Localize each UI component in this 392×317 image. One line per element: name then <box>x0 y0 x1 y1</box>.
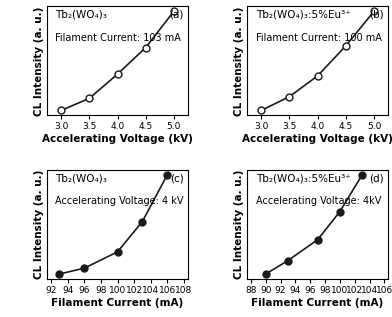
Text: Filament Current: 103 mA: Filament Current: 103 mA <box>56 33 181 42</box>
Text: Tb₂(WO₄)₃:5%Eu³⁺: Tb₂(WO₄)₃:5%Eu³⁺ <box>256 173 350 183</box>
X-axis label: Filament Current (mA): Filament Current (mA) <box>51 298 183 308</box>
Y-axis label: CL Intensity (a. u.): CL Intensity (a. u.) <box>234 6 244 116</box>
Y-axis label: CL Intensity (a. u.): CL Intensity (a. u.) <box>34 170 44 279</box>
Text: Tb₂(WO₄)₃:5%Eu³⁺: Tb₂(WO₄)₃:5%Eu³⁺ <box>256 10 350 20</box>
X-axis label: Accelerating Voltage (kV): Accelerating Voltage (kV) <box>242 134 392 144</box>
X-axis label: Accelerating Voltage (kV): Accelerating Voltage (kV) <box>42 134 193 144</box>
Text: Tb₂(WO₄)₃: Tb₂(WO₄)₃ <box>56 173 107 183</box>
Text: Filament Current: 100 mA: Filament Current: 100 mA <box>256 33 381 42</box>
Y-axis label: CL Intensity (a. u.): CL Intensity (a. u.) <box>34 6 44 116</box>
Text: Accelerating Voltage: 4kV: Accelerating Voltage: 4kV <box>256 196 381 206</box>
Y-axis label: CL Intensity (a. u.): CL Intensity (a. u.) <box>234 170 244 279</box>
Text: (d): (d) <box>369 173 384 183</box>
Text: Tb₂(WO₄)₃: Tb₂(WO₄)₃ <box>56 10 107 20</box>
Text: (b): (b) <box>369 10 384 20</box>
Text: (c): (c) <box>170 173 184 183</box>
Text: Accelerating Voltage: 4 kV: Accelerating Voltage: 4 kV <box>56 196 184 206</box>
X-axis label: Filament Current (mA): Filament Current (mA) <box>252 298 384 308</box>
Text: (a): (a) <box>169 10 184 20</box>
